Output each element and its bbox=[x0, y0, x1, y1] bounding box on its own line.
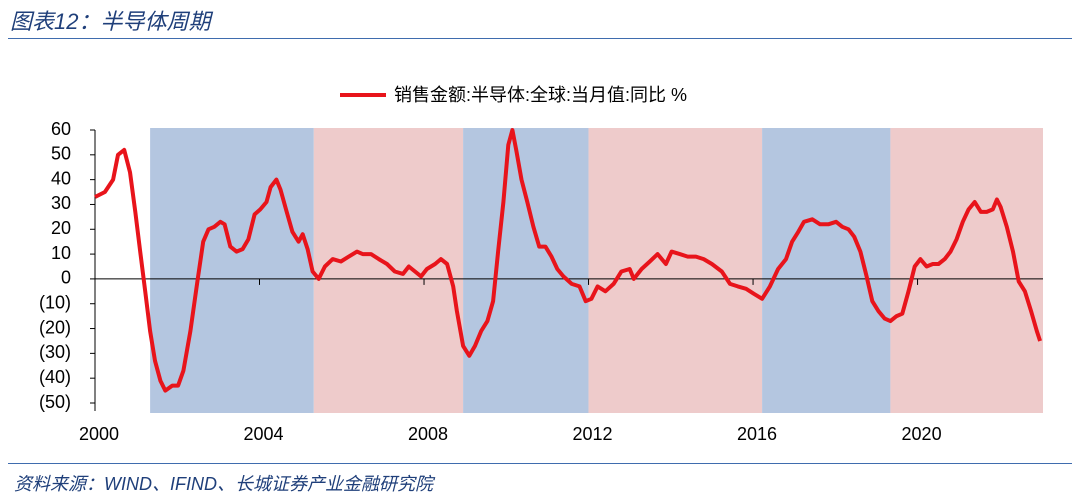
footer-rule bbox=[8, 463, 1072, 464]
chart: (50) (40) (30) (20) (10) 0 10 20 30 40 50 60 2000 200… bbox=[39, 85, 1043, 444]
y-tick-label: 10 bbox=[51, 243, 71, 263]
period-band bbox=[762, 128, 891, 413]
x-tick-label: 2012 bbox=[573, 424, 613, 444]
series-line bbox=[94, 128, 1042, 393]
y-tick-label: (20) bbox=[39, 317, 71, 337]
header-title: 图表12：半导体周期 bbox=[10, 9, 211, 34]
x-tick-label: 2016 bbox=[737, 424, 777, 444]
x-tick-label: 2004 bbox=[243, 424, 283, 444]
legend-label: 销售金额:半导体:全球:当月值:同比 % bbox=[394, 85, 687, 105]
header-rule bbox=[8, 38, 1072, 39]
y-tick-label: 50 bbox=[51, 144, 71, 164]
period-band bbox=[313, 128, 464, 413]
y-tick-label: 0 bbox=[61, 268, 71, 288]
y-tick-label: 40 bbox=[51, 168, 71, 188]
x-tick-label: 2008 bbox=[408, 424, 448, 444]
x-tick-label: 2020 bbox=[902, 424, 942, 444]
y-tick-label: (50) bbox=[39, 392, 71, 412]
y-tick-label: (10) bbox=[39, 292, 71, 312]
period-band bbox=[588, 128, 763, 413]
x-tick-label: 2000 bbox=[79, 424, 119, 444]
y-tick-label: 20 bbox=[51, 218, 71, 238]
y-tick-label: (40) bbox=[39, 367, 71, 387]
period-band bbox=[463, 128, 589, 413]
source-note: 资料来源：WIND、IFIND、长城证券产业金融研究院 bbox=[14, 474, 433, 494]
y-tick-label: 60 bbox=[51, 119, 71, 139]
y-tick-label: 30 bbox=[51, 193, 71, 213]
period-band bbox=[150, 128, 314, 413]
y-tick-label: (30) bbox=[39, 342, 71, 362]
